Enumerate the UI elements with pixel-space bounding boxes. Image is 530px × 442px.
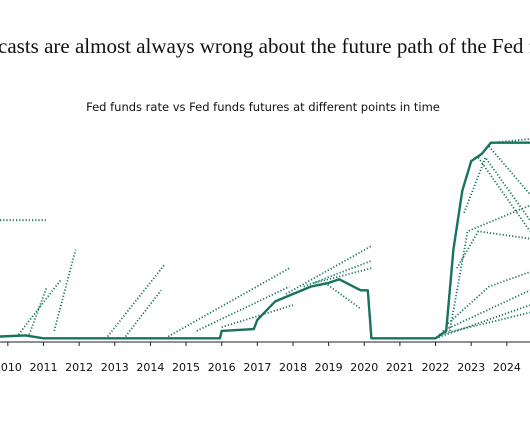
x-tick-label: 2022 xyxy=(422,361,450,374)
x-tick-label: 2018 xyxy=(279,361,307,374)
x-tick-label: 2011 xyxy=(29,361,57,374)
x-tick-label: 2020 xyxy=(350,361,378,374)
chart-title: casts are almost always wrong about the … xyxy=(0,34,530,58)
futures-line xyxy=(124,289,162,338)
futures-line xyxy=(167,267,290,338)
fed-funds-line xyxy=(0,141,530,340)
futures-line xyxy=(447,271,530,325)
x-tick-label: 2016 xyxy=(208,361,236,374)
x-tick-label: 2014 xyxy=(136,361,164,374)
futures-line xyxy=(196,285,290,332)
futures-line xyxy=(477,156,530,232)
x-tick-label: 2012 xyxy=(65,361,93,374)
futures-line xyxy=(488,145,530,195)
futures-line xyxy=(303,259,372,288)
x-tick-label: 2017 xyxy=(243,361,271,374)
x-tick-label: 2010 xyxy=(0,361,22,374)
futures-line xyxy=(442,289,530,332)
chart-subtitle: Fed funds rate vs Fed funds futures at d… xyxy=(86,100,440,114)
x-tick-label: 2023 xyxy=(457,361,485,374)
futures-line xyxy=(285,245,372,295)
futures-line xyxy=(324,282,362,310)
futures-line xyxy=(438,311,530,336)
x-tick-label: 2024 xyxy=(493,361,521,374)
futures-line xyxy=(463,155,530,221)
futures-line xyxy=(435,304,530,340)
futures-line xyxy=(106,263,166,338)
x-tick-label: 2015 xyxy=(172,361,200,374)
futures-line xyxy=(17,278,63,336)
futures-line xyxy=(53,249,77,332)
futures-line xyxy=(456,230,530,269)
futures-line xyxy=(28,286,48,335)
x-tick-label: 2021 xyxy=(386,361,414,374)
x-tick-label: 2013 xyxy=(101,361,129,374)
futures-line xyxy=(314,267,372,284)
x-tick-label: 2019 xyxy=(315,361,343,374)
